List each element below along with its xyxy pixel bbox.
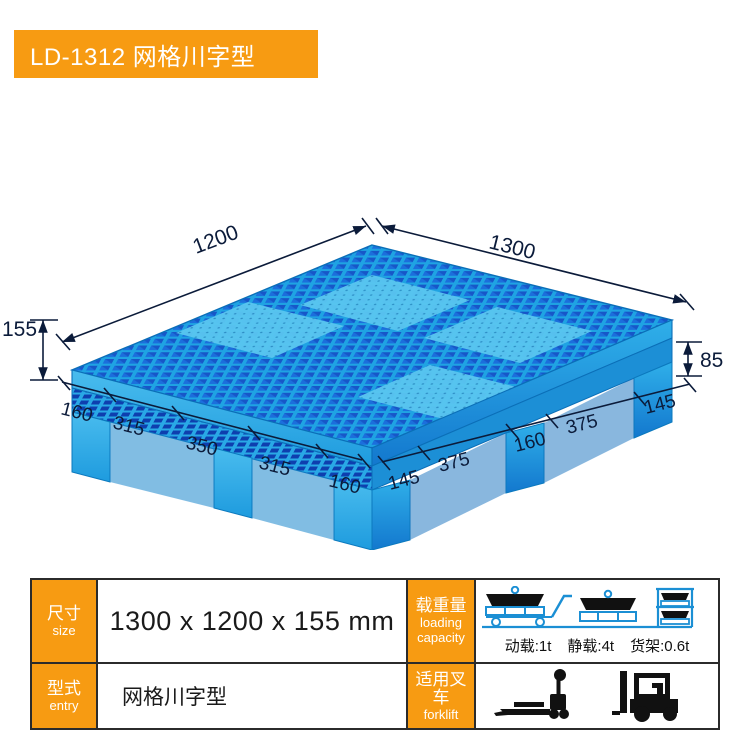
label-loading-capacity: 载重量 loading capacity — [408, 580, 476, 662]
value-entry: 网格川字型 — [98, 662, 408, 728]
label-entry-zh: 型式 — [47, 678, 81, 698]
dimension-155: 155 — [2, 318, 58, 381]
label-forklift: 适用叉车 forklift — [408, 662, 476, 728]
spec-table: 尺寸 size 型式 entry 1300 x 1200 x 155 mm 网格… — [30, 578, 720, 730]
dim-85-label: 85 — [700, 349, 723, 372]
entry-opening-left-2 — [252, 458, 334, 540]
left-runners — [71, 411, 373, 550]
label-loading-zh: 载重量 — [415, 596, 467, 616]
entry-opening-left-1 — [110, 422, 214, 508]
label-forklift-zh: 适用叉车 — [415, 669, 467, 707]
pallet-drawing: 1200 1300 155 85 160 315 350 315 — [2, 217, 723, 550]
static-load-icon — [579, 589, 637, 622]
value-size-text: 1300 x 1200 x 155 mm — [109, 605, 395, 636]
pallet-jack-icon — [494, 669, 569, 719]
label-forklift-en: forklift — [423, 706, 459, 722]
label-size-zh: 尺寸 — [47, 603, 81, 623]
dimension-85: 85 — [676, 341, 723, 377]
value-forklift — [476, 662, 718, 728]
deck-plate-2 — [424, 307, 592, 363]
capacity-static: 静载:4t — [567, 638, 615, 655]
dim-1300-label: 1300 — [487, 231, 538, 265]
value-size: 1300 x 1200 x 155 mm — [98, 580, 408, 662]
forklift-icon — [612, 671, 678, 722]
dynamic-load-icon — [485, 586, 572, 627]
capacity-dynamic: 动载:1t — [504, 638, 552, 655]
dim-155-label: 155 — [2, 318, 37, 341]
label-loading-en-2: capacity — [417, 629, 465, 645]
value-loading-capacity: 动载:1t 静载:4t 货架:0.6t — [476, 580, 718, 662]
capacity-rack: 货架:0.6t — [630, 638, 690, 655]
label-entry-en: entry — [49, 697, 79, 713]
spec-value-column-1: 1300 x 1200 x 155 mm 网格川字型 — [98, 580, 408, 728]
page-title: LD-1312 网格川字型 — [30, 43, 256, 71]
label-loading-en-1: loading — [420, 615, 462, 631]
runner-left-2 — [213, 447, 253, 519]
dim-1200-label: 1200 — [190, 221, 242, 259]
capacity-text-group: 动载:1t 静载:4t 货架:0.6t — [505, 635, 690, 656]
spec-label-column-1: 尺寸 size 型式 entry — [32, 580, 98, 728]
label-entry: 型式 entry — [32, 662, 98, 728]
spec-value-column-2: 动载:1t 静载:4t 货架:0.6t — [476, 580, 718, 728]
label-size-en: size — [52, 622, 76, 638]
product-illustration: 1200 1300 155 85 160 315 350 315 — [0, 190, 750, 550]
title-banner: LD-1312 网格川字型 — [14, 30, 318, 78]
pallet-body — [69, 244, 675, 550]
capacity-icon-group — [482, 586, 694, 629]
spec-label-column-2: 载重量 loading capacity 适用叉车 forklift — [408, 580, 476, 728]
value-entry-text: 网格川字型 — [122, 686, 227, 709]
rack-load-icon — [656, 587, 694, 627]
right-runners — [371, 361, 673, 550]
entry-opening-right-1 — [410, 433, 506, 540]
label-size: 尺寸 size — [32, 580, 98, 662]
